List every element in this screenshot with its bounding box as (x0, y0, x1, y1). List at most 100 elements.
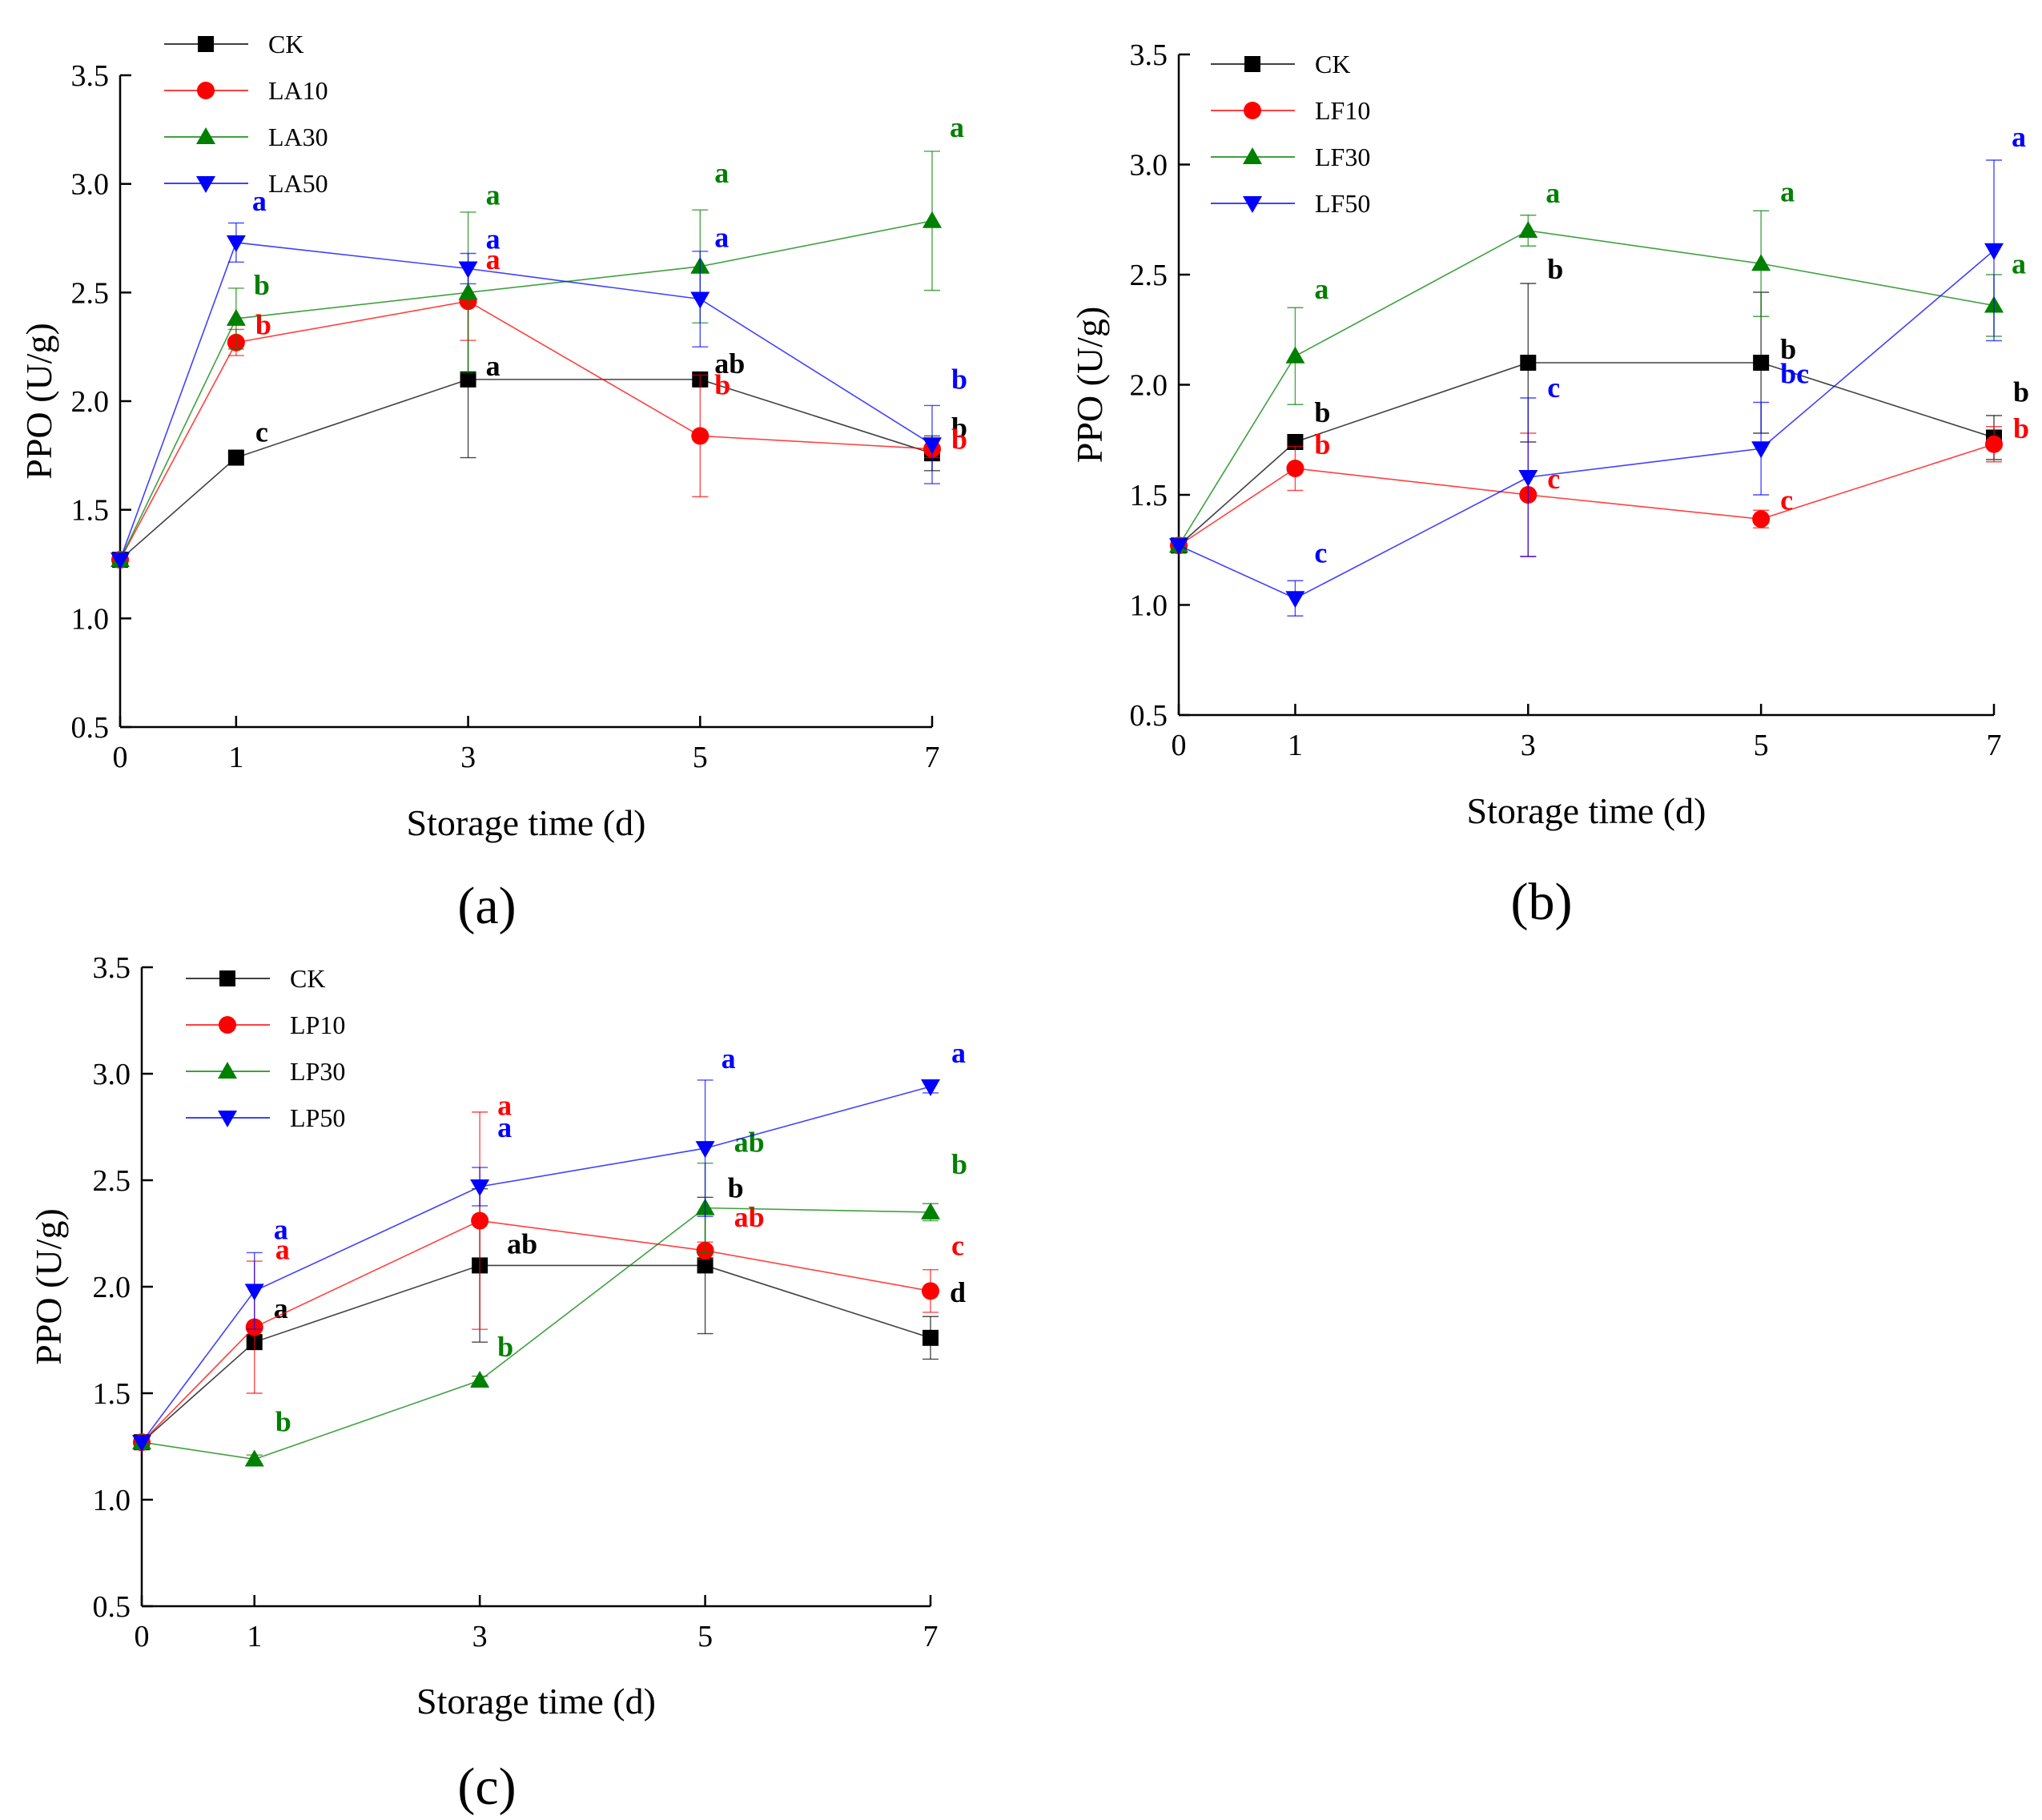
legend-label: LP50 (290, 1103, 345, 1132)
legend-label: LP30 (290, 1057, 345, 1086)
x-tick-label: 1 (247, 1620, 262, 1653)
significance-letter: a (274, 1292, 288, 1324)
x-tick-label: 5 (693, 741, 708, 774)
marker-square (697, 1257, 713, 1274)
marker-circle (922, 1282, 939, 1300)
marker-circle (197, 82, 215, 99)
y-axis-label: PPO (U/g) (1069, 307, 1110, 464)
marker-triangle-down (1751, 441, 1771, 459)
y-tick-label: 2.5 (1130, 259, 1168, 292)
legend: CK LA10 LA30 LA50 (164, 30, 328, 198)
series-line (1178, 362, 1995, 546)
marker-triangle-up (1243, 147, 1262, 164)
marker-triangle-down (1518, 470, 1538, 487)
significance-letter: d (950, 1276, 966, 1308)
significance-letter: b (1314, 428, 1330, 460)
significance-letter: a (486, 350, 500, 382)
x-tick-label: 1 (1288, 729, 1303, 762)
series-LF10: b c c b (1170, 412, 2029, 557)
marker-circle (1244, 102, 1261, 119)
marker-triangle-down (111, 552, 130, 570)
y-tick-label: 2.5 (71, 276, 110, 310)
significance-letter: a (2012, 121, 2026, 153)
significance-letter: a (714, 221, 729, 253)
significance-letter: b (714, 368, 730, 400)
x-tick-label: 3 (1521, 729, 1536, 762)
marker-square (227, 449, 244, 466)
significance-letter: a (1546, 177, 1560, 209)
y-tick-label: 3.0 (93, 1058, 131, 1091)
y-tick-label: 3.0 (71, 168, 110, 202)
marker-triangle-up (196, 127, 215, 144)
y-tick-label: 3.0 (1130, 149, 1168, 183)
y-tick-label: 2.0 (93, 1271, 131, 1304)
marker-circle (691, 427, 709, 445)
marker-triangle-down (196, 176, 215, 193)
marker-triangle-up (458, 283, 478, 300)
series-LF30: a a a a (1169, 175, 2026, 553)
marker-triangle-up (226, 308, 246, 326)
significance-letter: c (255, 416, 268, 448)
series-line (119, 379, 933, 560)
legend-label: LA30 (268, 123, 328, 151)
significance-letter: b (275, 1405, 291, 1437)
marker-square (460, 371, 476, 388)
y-tick-label: 1.5 (1130, 479, 1168, 512)
significance-letter: b (1780, 333, 1796, 365)
legend-label: CK (268, 30, 303, 58)
marker-triangle-down (695, 1141, 715, 1159)
series-line (119, 220, 933, 560)
significance-letter: b (254, 269, 270, 301)
series-line (1178, 443, 1995, 546)
x-axis-label: Storage time (d) (1467, 790, 1706, 831)
significance-letter: c (1780, 484, 1793, 516)
significance-letter: a (1780, 175, 1795, 207)
legend-label: LA10 (268, 76, 328, 105)
x-tick-label: 5 (1754, 729, 1769, 762)
y-axis-label: PPO (U/g) (28, 1208, 69, 1365)
legend: CK LF10 LF30 LF50 (1211, 50, 1370, 218)
marker-square (923, 1329, 939, 1346)
y-tick-label: 0.5 (1130, 699, 1168, 733)
legend-label: LF50 (1315, 189, 1370, 218)
marker-circle (1752, 510, 1771, 528)
marker-circle (1985, 435, 2003, 453)
y-tick-label: 2.0 (1130, 369, 1168, 403)
significance-letter: ab (714, 348, 745, 380)
marker-triangle-up (1518, 221, 1538, 238)
legend-label: LA50 (268, 169, 328, 198)
y-tick-label: 1.0 (71, 602, 110, 636)
significance-letter: c (1547, 463, 1560, 495)
significance-letter: c (1547, 372, 1560, 404)
series-LA50: aa ab (111, 185, 967, 570)
significance-letter: b (255, 309, 271, 341)
marker-triangle-down (458, 261, 478, 279)
series-line (119, 242, 933, 560)
series-CK: b b b b (1171, 253, 2029, 554)
significance-letter: b (497, 1331, 513, 1363)
significance-letter: b (728, 1171, 744, 1203)
chart-panel-3: 0 1 3 5 7 0.5 1.0 1.5 2.0 2.5 3.0 3.5 Storage time (… (28, 951, 967, 1816)
significance-letter: bc (1780, 357, 1809, 389)
y-tick-label: 0.5 (93, 1590, 131, 1624)
x-axis-label: Storage time (d) (407, 802, 646, 843)
significance-letter: a (486, 223, 500, 255)
marker-triangle-down (132, 1435, 151, 1452)
x-tick-label: 3 (472, 1620, 488, 1653)
x-axis-label: Storage time (d) (416, 1681, 656, 1722)
marker-triangle-down (470, 1179, 490, 1196)
x-tick-label: 7 (923, 1620, 939, 1653)
series-LF50: cc bca (1169, 121, 2026, 617)
marker-triangle-down (1285, 591, 1305, 609)
significance-letter: a (950, 111, 964, 143)
significance-letter: b (1547, 253, 1563, 285)
marker-triangle-up (1285, 346, 1305, 364)
legend-label: LF30 (1315, 143, 1370, 171)
significance-letter: a (497, 1090, 512, 1122)
panel-label: (c) (457, 1758, 516, 1816)
significance-letter: a (497, 1111, 512, 1143)
significance-letter: b (2013, 376, 2029, 408)
